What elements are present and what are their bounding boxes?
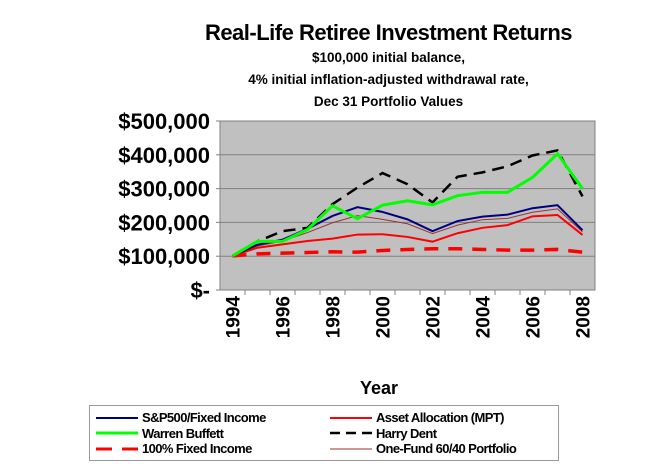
chart-subtitle-line-2: 4% initial inflation-adjusted withdrawal… [248, 72, 529, 87]
legend: S&P500/Fixed Income Asset Allocation (MPT… [89, 405, 559, 461]
legend-swatch [330, 416, 372, 419]
series-line-asset-allocation-mpt- [232, 213, 584, 257]
series-line-100-fixed-income [232, 247, 583, 258]
legend-label: One-Fund 60/40 Portfolio [376, 441, 517, 456]
chart-subtitle-line-3: Dec 31 Portfolio Values [313, 94, 464, 109]
legend-item: Warren Buffett [96, 425, 224, 441]
legend-swatch [96, 447, 138, 450]
legend-item: One-Fund 60/40 Portfolio [330, 441, 517, 456]
legend-swatch [96, 416, 138, 419]
x-tick-label: 2002 [424, 296, 445, 338]
legend-label: 100% Fixed Income [142, 441, 252, 456]
x-tick-label: 2008 [574, 296, 595, 338]
y-tick-label: $500,000 [118, 109, 210, 134]
chart-title: Real-Life Retiree Investment Returns [204, 20, 573, 45]
legend-label: Asset Allocation (MPT) [376, 410, 504, 425]
x-axis-label: Year [360, 378, 399, 398]
x-tick-label: 1998 [324, 296, 345, 338]
legend-item: S&P500/Fixed Income [96, 410, 266, 425]
series-line-harry-dent [231, 148, 584, 257]
legend-swatch [96, 431, 138, 435]
legend-item: Asset Allocation (MPT) [330, 410, 504, 425]
series-line-warren-buffett [231, 151, 584, 258]
legend-label: Harry Dent [376, 425, 437, 441]
y-tick-label: $300,000 [118, 177, 210, 202]
legend-label: S&P500/Fixed Income [142, 410, 266, 425]
x-tick-label: 2006 [524, 296, 545, 338]
legend-label: Warren Buffett [142, 425, 224, 441]
chart-subtitle-line-1: $100,000 initial balance, [311, 50, 466, 65]
legend-item: 100% Fixed Income [96, 441, 252, 456]
y-tick-label: $200,000 [118, 210, 210, 235]
legend-item: Harry Dent [330, 425, 437, 441]
legend-swatch [330, 448, 372, 449]
x-tick-label: 2004 [474, 296, 495, 339]
x-tick-label: 1996 [274, 296, 295, 338]
y-tick-label: $400,000 [118, 143, 210, 168]
x-tick-label: 1994 [224, 296, 245, 339]
plot-background [219, 120, 596, 291]
y-tick-label: $- [190, 278, 210, 303]
legend-swatch [330, 431, 372, 435]
x-tick-label: 2000 [374, 296, 395, 338]
y-tick-label: $100,000 [118, 244, 210, 269]
